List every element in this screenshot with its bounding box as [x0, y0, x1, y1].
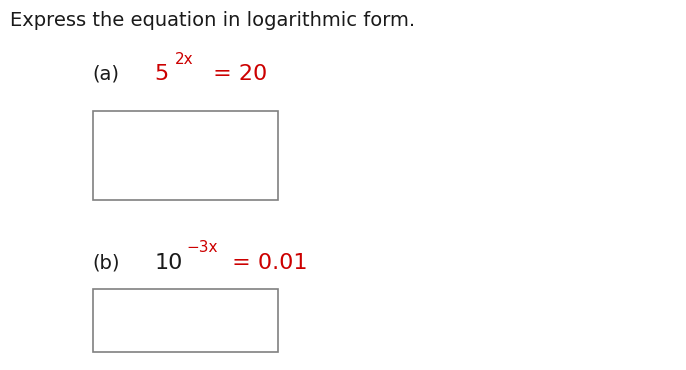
Text: −3x: −3x: [186, 240, 217, 255]
Text: = 20: = 20: [206, 64, 267, 84]
Text: Express the equation in logarithmic form.: Express the equation in logarithmic form…: [10, 11, 416, 30]
Bar: [93, 289, 278, 352]
Text: 10: 10: [154, 253, 182, 273]
Bar: [93, 111, 278, 200]
Text: 2x: 2x: [175, 52, 193, 67]
Text: (b): (b): [93, 253, 120, 272]
Text: = 0.01: = 0.01: [225, 253, 307, 273]
Text: 5: 5: [154, 64, 169, 84]
Text: (a): (a): [93, 64, 119, 84]
